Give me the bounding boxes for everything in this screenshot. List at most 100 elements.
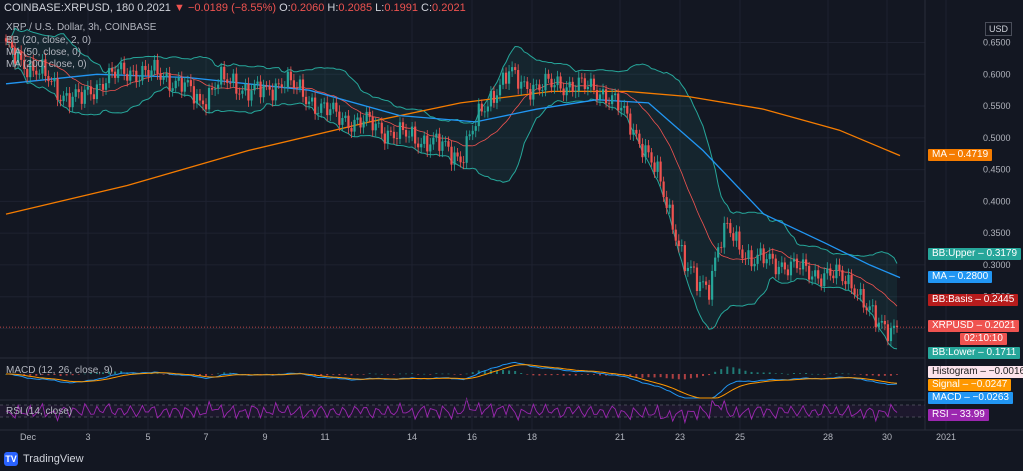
candle-body (641, 143, 644, 158)
x-tick-label: 18 (527, 432, 537, 442)
candle-body (462, 162, 465, 164)
candle-body (629, 113, 632, 135)
candle-body (729, 223, 732, 234)
candle-body (389, 130, 392, 132)
candle-body (159, 73, 162, 80)
macd-histogram-bar (320, 374, 323, 376)
candle-body (853, 288, 856, 295)
ma50-legend[interactable]: MA (50, close, 0) (6, 47, 82, 58)
candle-body (753, 263, 756, 267)
macd-histogram-bar (526, 374, 529, 375)
macd-histogram-bar (823, 374, 826, 375)
chart-title-legend[interactable]: XRP / U.S. Dollar, 3h, COINBASE (6, 22, 157, 33)
candle-body (826, 268, 829, 274)
candle-body (323, 102, 326, 104)
candle-body (189, 80, 192, 87)
candle-body (280, 84, 283, 88)
candle-body (895, 325, 899, 328)
tradingview-brand[interactable]: TV TradingView (4, 452, 84, 466)
macd-legend[interactable]: MACD (12, 26, close, 9) (6, 365, 113, 376)
macd-histogram-bar (702, 374, 705, 376)
y-tick-label: 0.3000 (983, 260, 1011, 270)
candle-body (877, 322, 880, 328)
candle-body (598, 94, 602, 100)
candle-body (768, 253, 771, 260)
candle-body (838, 264, 841, 271)
candle-body (583, 78, 586, 90)
macd-histogram-bar (95, 372, 98, 374)
candle-body (198, 93, 202, 101)
candle-body (95, 84, 99, 100)
macd-histogram-bar (362, 374, 365, 375)
candle-body (565, 87, 568, 96)
candle-body (83, 89, 86, 104)
candle-body (547, 73, 550, 79)
candle-body (89, 86, 92, 95)
ma200-badge: MA – 0.4719 (928, 149, 993, 161)
candle-body (411, 126, 414, 137)
macd-histogram-bar (853, 374, 856, 375)
candle-body (144, 65, 147, 70)
candle-body (259, 81, 262, 98)
candle-body (350, 128, 353, 132)
candle-body (92, 94, 95, 100)
macd-histogram-bar (205, 374, 208, 376)
macd-histogram-bar (811, 373, 814, 375)
macd-histogram-bar (247, 374, 250, 375)
macd-histogram-bar (71, 374, 74, 376)
candle-body (338, 111, 341, 125)
macd-histogram-bar (326, 374, 329, 376)
candle-body (850, 274, 853, 289)
macd-histogram-bar (380, 373, 383, 375)
ma200-legend[interactable]: MA (200, close, 0) (6, 59, 87, 70)
macd-histogram-bar (217, 373, 220, 375)
tradingview-logo-icon: TV (4, 452, 18, 466)
candle-body (253, 83, 256, 91)
macd-histogram-bar (750, 371, 753, 374)
candle-body (447, 141, 450, 147)
candle-body (614, 93, 617, 96)
y-tick-label: 0.3500 (983, 228, 1011, 238)
macd-histogram-bar (435, 373, 438, 374)
candle-body (186, 80, 189, 83)
candle-body (29, 61, 32, 78)
x-tick-label: 30 (882, 432, 892, 442)
ma50-line (5, 73, 901, 279)
candle-body (886, 324, 890, 342)
candle-body (304, 96, 308, 105)
macd-histogram-bar (344, 374, 347, 375)
y-tick-label: 0.5000 (983, 133, 1011, 143)
candle-body (817, 270, 820, 279)
x-tick-label: 23 (675, 432, 685, 442)
macd-histogram-bar (483, 370, 486, 374)
last-price: 0.2021 (137, 2, 171, 14)
macd-histogram-bar (683, 374, 686, 380)
candle-body (780, 262, 783, 267)
candle-body (495, 95, 499, 103)
candle-body (247, 83, 250, 101)
macd-histogram-bar (77, 374, 80, 375)
indicator-lines (0, 27, 925, 350)
candle-body (444, 141, 447, 143)
macd-histogram-bar (132, 372, 135, 374)
x-tick-label: 25 (735, 432, 745, 442)
candle-body (889, 328, 893, 342)
candle-body (486, 106, 489, 112)
candle-body (62, 95, 65, 102)
candle-body (56, 78, 59, 100)
rsi-legend[interactable]: RSI (14, close) (6, 406, 73, 417)
candle-body (832, 275, 835, 279)
macd-histogram-bar (259, 374, 262, 375)
candle-body (156, 59, 159, 74)
candle-body (711, 270, 714, 300)
currency-label[interactable]: USD (985, 22, 1013, 36)
candle-body (620, 107, 623, 111)
candle-body (723, 222, 726, 248)
candle-body (501, 72, 505, 85)
macd-histogram-bar (780, 373, 783, 374)
candle-body (829, 268, 832, 276)
bb-legend[interactable]: BB (20, close, 2, 0) (6, 35, 92, 46)
macd-histogram-bar (489, 369, 492, 374)
candle-body (626, 105, 629, 114)
